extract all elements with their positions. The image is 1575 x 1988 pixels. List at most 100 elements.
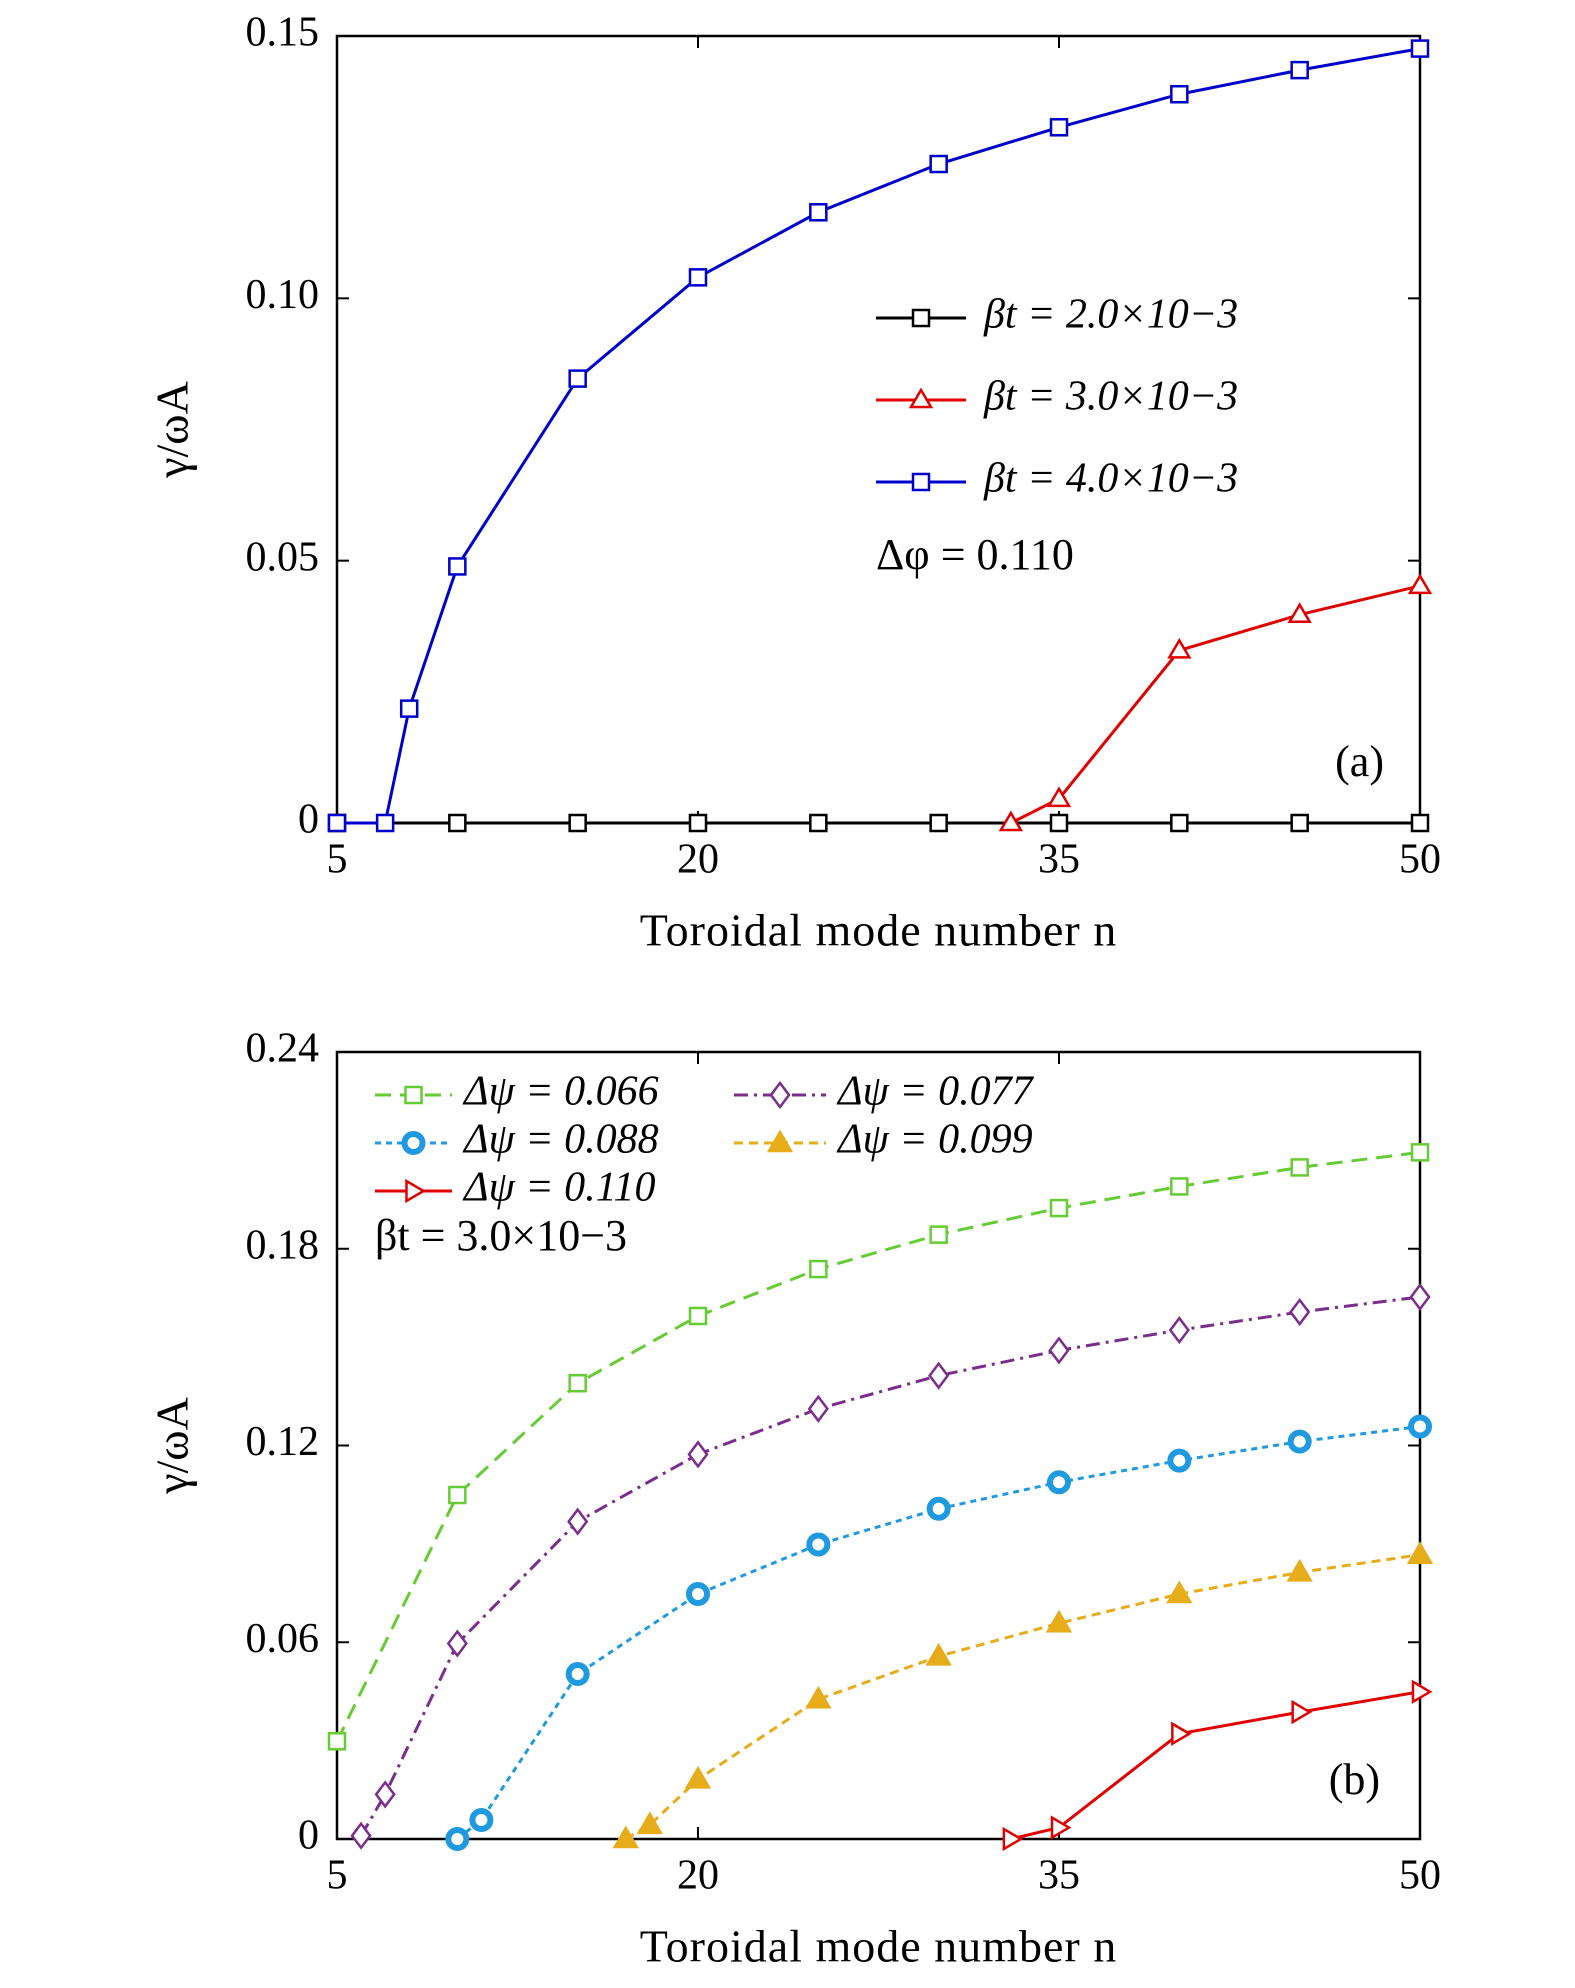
- legend-label: Δψ = 0.066: [462, 1069, 659, 1115]
- legend-label: Δψ = 0.077: [836, 1069, 1035, 1115]
- marker: [925, 1642, 952, 1666]
- marker: [568, 369, 587, 388]
- marker: [929, 813, 948, 833]
- plot-frame: [335, 34, 1422, 825]
- y-tick-label: 0.12: [246, 1419, 320, 1465]
- legend-label: βt = 4.0×10−3: [983, 456, 1238, 502]
- marker: [568, 1373, 587, 1393]
- y-tick-label: 0.06: [246, 1616, 320, 1662]
- marker: [1170, 813, 1189, 833]
- marker: [612, 1825, 639, 1849]
- marker: [1048, 1336, 1070, 1365]
- marker: [1170, 1177, 1189, 1196]
- marker: [375, 813, 395, 833]
- marker: [565, 1662, 590, 1687]
- plot-frame: [335, 1050, 1422, 1841]
- legend-label: Δψ = 0.088: [462, 1117, 659, 1163]
- marker: [568, 813, 587, 833]
- marker: [807, 1394, 829, 1423]
- x-axis-label: Toroidal mode number n: [640, 905, 1117, 956]
- series-line: [337, 47, 1421, 825]
- marker: [469, 1807, 494, 1832]
- marker: [448, 557, 467, 576]
- marker: [1408, 1414, 1432, 1439]
- marker: [350, 1821, 372, 1850]
- marker: [1049, 118, 1069, 137]
- x-tick-label: 35: [1038, 837, 1080, 883]
- y-tick-label: 0: [298, 1813, 319, 1859]
- marker: [1171, 1721, 1192, 1746]
- marker: [688, 813, 708, 833]
- x-tick-label: 50: [1399, 1853, 1441, 1899]
- marker: [928, 1361, 950, 1390]
- marker: [1290, 1158, 1309, 1177]
- marker: [448, 813, 467, 833]
- annotation: (b): [1329, 1755, 1380, 1804]
- marker: [1167, 637, 1192, 659]
- legend-marker: [911, 308, 931, 328]
- marker: [1411, 1679, 1433, 1704]
- y-tick-label: 0.18: [246, 1222, 320, 1268]
- annotation: Δφ = 0.110: [876, 530, 1074, 579]
- marker: [1047, 1470, 1071, 1495]
- marker: [1286, 1558, 1313, 1582]
- x-axis-label: Toroidal mode number n: [640, 1921, 1117, 1972]
- marker: [1049, 1198, 1069, 1218]
- y-axis-label: γ/ωA: [147, 381, 198, 479]
- marker: [1287, 602, 1312, 623]
- marker: [446, 1629, 468, 1658]
- legend-label: βt = 2.0×10−3: [983, 292, 1238, 338]
- marker: [1002, 1826, 1024, 1852]
- marker: [1046, 786, 1072, 808]
- marker: [327, 1732, 347, 1751]
- legend-marker: [404, 1085, 423, 1105]
- marker: [399, 699, 419, 718]
- marker: [929, 154, 948, 174]
- marker: [688, 268, 708, 287]
- series-line: [1010, 584, 1421, 825]
- x-tick-label: 20: [677, 837, 719, 883]
- marker: [1166, 1580, 1193, 1604]
- legend-label: βt = 3.0×10−3: [983, 374, 1238, 420]
- marker: [809, 203, 828, 222]
- marker: [687, 1440, 709, 1469]
- marker: [805, 1685, 832, 1709]
- marker: [809, 1259, 828, 1279]
- x-tick-label: 20: [677, 1853, 719, 1899]
- marker: [445, 1827, 470, 1851]
- marker: [1287, 1429, 1312, 1454]
- marker: [684, 1765, 712, 1789]
- marker: [374, 1780, 396, 1809]
- marker: [806, 1532, 831, 1557]
- series-line: [359, 1295, 1421, 1837]
- y-tick-label: 0.05: [246, 534, 320, 580]
- annotation: βt = 3.0×10−3: [375, 1211, 627, 1260]
- marker: [636, 1811, 664, 1835]
- legend-marker: [908, 387, 934, 409]
- annotation: (a): [1335, 737, 1384, 786]
- marker: [1406, 1541, 1434, 1564]
- marker: [1410, 39, 1430, 58]
- x-tick-label: 5: [327, 1853, 348, 1899]
- marker: [929, 1225, 948, 1244]
- marker: [567, 1507, 589, 1536]
- marker: [1045, 1609, 1073, 1633]
- marker: [1167, 1448, 1192, 1473]
- marker: [1410, 1143, 1430, 1162]
- series-line: [456, 1424, 1421, 1841]
- legend-label: Δψ = 0.110: [462, 1165, 655, 1211]
- x-tick-label: 50: [1399, 837, 1441, 883]
- legend-marker: [405, 1178, 426, 1204]
- marker: [327, 813, 347, 833]
- marker: [1290, 813, 1309, 833]
- marker: [926, 1496, 951, 1521]
- y-tick-label: 0.10: [246, 272, 320, 318]
- marker: [1049, 813, 1069, 833]
- y-tick-label: 0.15: [246, 10, 320, 56]
- marker: [1291, 1699, 1313, 1725]
- marker: [686, 1582, 710, 1607]
- marker: [1168, 1315, 1190, 1345]
- marker: [809, 813, 828, 833]
